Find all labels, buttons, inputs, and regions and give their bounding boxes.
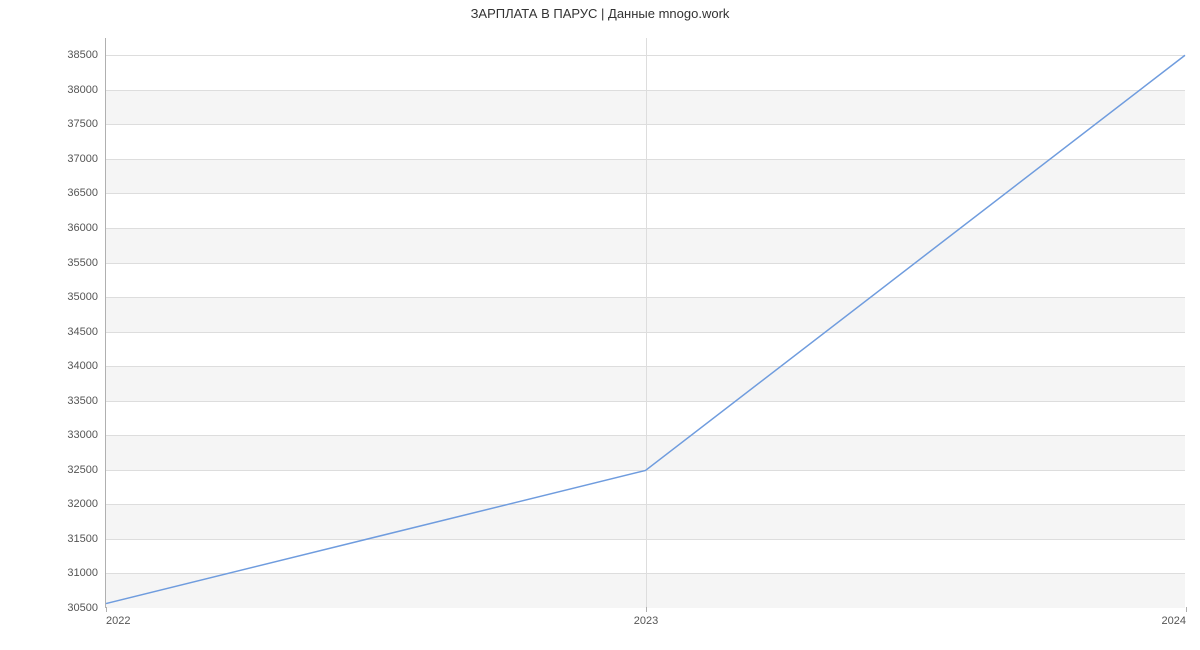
y-tick-label: 37500 [67, 118, 98, 130]
chart-container: ЗАРПЛАТА В ПАРУС | Данные mnogo.work 305… [0, 0, 1200, 650]
y-tick-label: 30500 [67, 602, 98, 614]
y-tick-label: 31500 [67, 533, 98, 545]
y-tick-label: 35000 [67, 291, 98, 303]
plot-area: 3050031000315003200032500330003350034000… [105, 38, 1185, 608]
y-tick-label: 38000 [67, 84, 98, 96]
x-tick-label: 2023 [634, 615, 658, 627]
y-tick-label: 37000 [67, 153, 98, 165]
y-tick-label: 38500 [67, 49, 98, 61]
y-tick-label: 34000 [67, 360, 98, 372]
y-tick-label: 34500 [67, 326, 98, 338]
data-line [106, 55, 1185, 603]
y-tick-label: 32500 [67, 464, 98, 476]
y-tick-label: 32000 [67, 498, 98, 510]
y-tick-label: 36000 [67, 222, 98, 234]
x-tick-mark [1186, 607, 1187, 612]
y-tick-label: 35500 [67, 257, 98, 269]
y-tick-label: 36500 [67, 187, 98, 199]
line-series [106, 38, 1185, 607]
x-tick-mark [106, 607, 107, 612]
y-tick-label: 33500 [67, 395, 98, 407]
chart-title: ЗАРПЛАТА В ПАРУС | Данные mnogo.work [0, 6, 1200, 21]
x-tick-label: 2024 [1162, 615, 1186, 627]
y-tick-label: 31000 [67, 567, 98, 579]
y-tick-label: 33000 [67, 429, 98, 441]
x-tick-label: 2022 [106, 615, 130, 627]
x-tick-mark [646, 607, 647, 612]
